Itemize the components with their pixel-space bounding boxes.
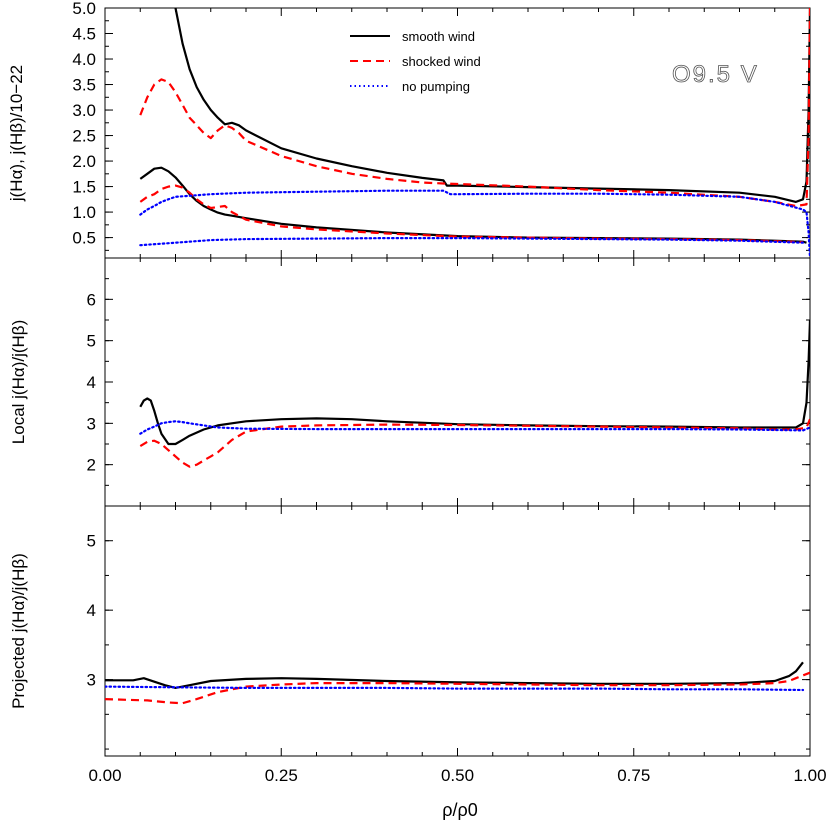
panel-top-ylabel: j(Hα), j(Hβ)/10−22 — [7, 65, 26, 202]
x-tick-label: 0.50 — [441, 766, 474, 785]
panel-middle-y-tick-label: 5 — [87, 332, 96, 351]
panel-bottom-y-tick-label: 5 — [87, 532, 96, 551]
series-line-smooth-wind — [139, 166, 807, 244]
tick-labels: 0.5 1.0 1.5 2.0 2.5 3.0 3.5 4.0 4.5 5.0 2 3 4 5 6 3 4 5 0.… — [72, 0, 826, 785]
x-tick-label: 0.75 — [617, 766, 650, 785]
panel-top-y-tick-label: 2.5 — [72, 127, 96, 146]
legend: smooth wind shocked wind no pumping — [350, 29, 481, 94]
panel-top-y-tick-label: 3.0 — [72, 101, 96, 120]
panel-bottom-ylabel: Projected j(Hα)/j(Hβ) — [9, 553, 28, 709]
panel-middle-y-tick-label: 4 — [87, 373, 96, 392]
series-line-shocked-wind — [139, 418, 810, 468]
legend-label-shocked-wind: shocked wind — [402, 54, 481, 69]
axis-ticks — [104, 7, 811, 756]
series-line-smooth-wind — [105, 661, 804, 690]
series-line-no-pumping — [139, 420, 810, 435]
x-tick-label: 0.00 — [88, 766, 121, 785]
series-line-no-pumping — [139, 237, 805, 247]
x-tick-label: 1.00 — [793, 766, 826, 785]
panel-bottom-y-tick-label: 4 — [87, 601, 96, 620]
panel-top-y-tick-label: 2.0 — [72, 152, 96, 171]
panel-middle-series — [139, 319, 810, 468]
panel-top-y-tick-label: 3.5 — [72, 76, 96, 95]
panel-top-y-tick-label: 1.0 — [72, 203, 96, 222]
x-tick-label: 0.25 — [265, 766, 298, 785]
panel-top-series — [139, 8, 810, 258]
panel-top-y-tick-label: 4.0 — [72, 50, 96, 69]
panel-top-y-tick-label: 0.5 — [72, 229, 96, 248]
panel-top-y-tick-label: 5.0 — [72, 0, 96, 18]
panel-top-y-tick-label: 1.5 — [72, 178, 96, 197]
legend-label-smooth-wind: smooth wind — [402, 29, 475, 44]
panel-top-y-tick-label: 4.5 — [72, 25, 96, 44]
panel-top-frame — [104, 7, 811, 259]
series-line-shocked-wind — [105, 671, 810, 705]
panel-middle-y-tick-label: 3 — [87, 414, 96, 433]
panel-middle-y-tick-label: 2 — [87, 456, 96, 475]
series-line-no-pumping — [105, 685, 805, 692]
panel-middle-y-tick-label: 6 — [87, 290, 96, 309]
series-line-smooth-wind — [174, 8, 810, 203]
panel-bottom-frame — [104, 505, 811, 757]
panel-middle-ylabel: Local j(Hα)/j(Hβ) — [9, 320, 28, 444]
legend-label-no-pumping: no pumping — [402, 79, 470, 94]
panel-bottom-series — [105, 661, 810, 705]
series-line-shocked-wind — [139, 8, 810, 208]
series-line-no-pumping — [139, 189, 810, 258]
series-line-smooth-wind — [139, 319, 810, 446]
star-type-annotation: O9.5 V — [672, 61, 759, 88]
panel-middle-frame — [104, 257, 811, 507]
panel-bottom-y-tick-label: 3 — [87, 671, 96, 690]
x-axis-label: ρ/ρ0 — [442, 800, 478, 820]
